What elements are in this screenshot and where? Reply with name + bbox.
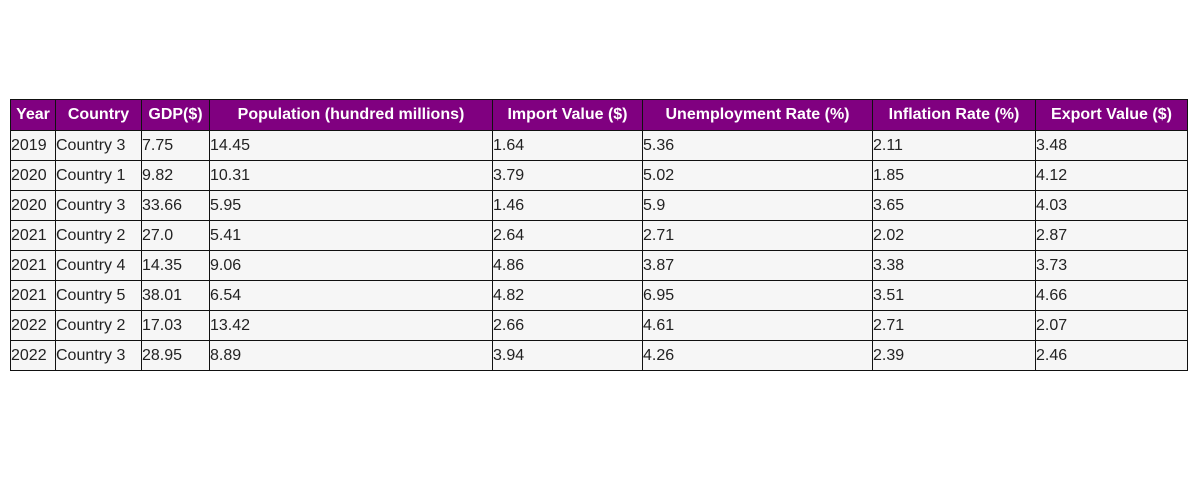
table-cell: 13.42 xyxy=(209,310,493,341)
table-cell: 4.66 xyxy=(1035,280,1188,311)
table-cell: 38.01 xyxy=(141,280,210,311)
table-cell: 9.82 xyxy=(141,160,210,191)
table-cell: 2.66 xyxy=(492,310,643,341)
column-header: Import Value ($) xyxy=(492,99,643,131)
table-cell: Country 5 xyxy=(55,280,142,311)
table-cell: 3.87 xyxy=(642,250,873,281)
column-header: Country xyxy=(55,99,142,131)
table-cell: Country 1 xyxy=(55,160,142,191)
table-cell: 2022 xyxy=(10,310,56,341)
table-row: 2021 Country 2 27.0 5.41 2.64 2.71 2.02 2.87 xyxy=(10,220,1188,251)
table-cell: 3.38 xyxy=(872,250,1036,281)
table-cell: 5.9 xyxy=(642,190,873,221)
table-cell: 9.06 xyxy=(209,250,493,281)
table-cell: 17.03 xyxy=(141,310,210,341)
table-cell: 4.03 xyxy=(1035,190,1188,221)
table-cell: 1.46 xyxy=(492,190,643,221)
table-cell: Country 3 xyxy=(55,190,142,221)
table-cell: 4.82 xyxy=(492,280,643,311)
table-cell: 3.48 xyxy=(1035,130,1188,161)
table-cell: 8.89 xyxy=(209,340,493,371)
table-cell: 2021 xyxy=(10,250,56,281)
table-cell: 2.07 xyxy=(1035,310,1188,341)
table-cell: 6.54 xyxy=(209,280,493,311)
table-row: 2021 Country 5 38.01 6.54 4.82 6.95 3.51 4.66 xyxy=(10,280,1188,311)
table-row: 2022 Country 2 17.03 13.42 2.66 4.61 2.71 2.07 xyxy=(10,310,1188,341)
table-cell: 6.95 xyxy=(642,280,873,311)
table-row: 2022 Country 3 28.95 8.89 3.94 4.26 2.39 2.46 xyxy=(10,340,1188,371)
table-cell: 27.0 xyxy=(141,220,210,251)
table-cell: 2019 xyxy=(10,130,56,161)
table-cell: 1.85 xyxy=(872,160,1036,191)
table-cell: 5.95 xyxy=(209,190,493,221)
table-cell: 2.71 xyxy=(872,310,1036,341)
table-cell: Country 3 xyxy=(55,340,142,371)
table-cell: 5.02 xyxy=(642,160,873,191)
table-cell: 2.46 xyxy=(1035,340,1188,371)
table-body: 2019 Country 3 7.75 14.45 1.64 5.36 2.11 3.48 20… xyxy=(10,130,1188,371)
column-header: Population (hundred millions) xyxy=(209,99,493,131)
column-header: GDP($) xyxy=(141,99,210,131)
table-cell: Country 2 xyxy=(55,310,142,341)
table-cell: 2.11 xyxy=(872,130,1036,161)
table-row: 2020 Country 1 9.82 10.31 3.79 5.02 1.85 4.12 xyxy=(10,160,1188,191)
table-cell: 14.45 xyxy=(209,130,493,161)
table-row: 2021 Country 4 14.35 9.06 4.86 3.87 3.38 3.73 xyxy=(10,250,1188,281)
table-cell: 5.36 xyxy=(642,130,873,161)
table-cell: 2.02 xyxy=(872,220,1036,251)
table-cell: 4.61 xyxy=(642,310,873,341)
table-cell: 3.65 xyxy=(872,190,1036,221)
table-cell: 14.35 xyxy=(141,250,210,281)
table-cell: 2.71 xyxy=(642,220,873,251)
table-cell: 4.12 xyxy=(1035,160,1188,191)
table-row: 2019 Country 3 7.75 14.45 1.64 5.36 2.11 3.48 xyxy=(10,130,1188,161)
table-cell: 1.64 xyxy=(492,130,643,161)
table-cell: 2.87 xyxy=(1035,220,1188,251)
table-cell: 2022 xyxy=(10,340,56,371)
column-header: Year xyxy=(10,99,56,131)
table-row: 2020 Country 3 33.66 5.95 1.46 5.9 3.65 4.03 xyxy=(10,190,1188,221)
table-cell: 7.75 xyxy=(141,130,210,161)
table-cell: 2020 xyxy=(10,160,56,191)
table-cell: 3.51 xyxy=(872,280,1036,311)
header-row: Year Country GDP($) Population (hundred mil… xyxy=(10,99,1188,131)
table-cell: 4.86 xyxy=(492,250,643,281)
table-cell: 2.39 xyxy=(872,340,1036,371)
table-cell: 28.95 xyxy=(141,340,210,371)
column-header: Unemployment Rate (%) xyxy=(642,99,873,131)
table-cell: 3.94 xyxy=(492,340,643,371)
table-cell: 2021 xyxy=(10,280,56,311)
table-cell: 3.73 xyxy=(1035,250,1188,281)
column-header: Export Value ($) xyxy=(1035,99,1188,131)
column-header: Inflation Rate (%) xyxy=(872,99,1036,131)
table-cell: 2021 xyxy=(10,220,56,251)
table-cell: Country 3 xyxy=(55,130,142,161)
table-cell: 10.31 xyxy=(209,160,493,191)
table-cell: 5.41 xyxy=(209,220,493,251)
table-cell: 3.79 xyxy=(492,160,643,191)
table-cell: 33.66 xyxy=(141,190,210,221)
table-header: Year Country GDP($) Population (hundred mil… xyxy=(10,99,1188,131)
table-cell: Country 4 xyxy=(55,250,142,281)
table-cell: 2020 xyxy=(10,190,56,221)
table-cell: 4.26 xyxy=(642,340,873,371)
data-table: Year Country GDP($) Population (hundred mil… xyxy=(10,99,1188,371)
table-cell: 2.64 xyxy=(492,220,643,251)
table-cell: Country 2 xyxy=(55,220,142,251)
